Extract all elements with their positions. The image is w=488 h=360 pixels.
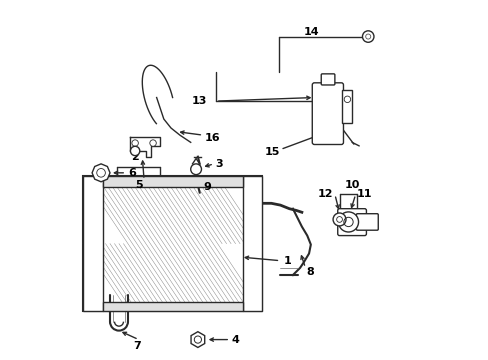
Text: 11: 11 <box>356 189 371 199</box>
Text: 7: 7 <box>133 341 141 351</box>
Text: 12: 12 <box>317 189 333 199</box>
Circle shape <box>149 140 156 146</box>
Text: 3: 3 <box>215 159 223 169</box>
Circle shape <box>338 212 358 232</box>
Text: 8: 8 <box>305 267 313 277</box>
Text: 14: 14 <box>304 27 319 37</box>
Bar <box>83 176 262 311</box>
Text: 2: 2 <box>131 152 139 162</box>
Text: 1: 1 <box>284 256 291 266</box>
Text: 6: 6 <box>128 168 136 178</box>
Circle shape <box>362 31 373 42</box>
Text: 15: 15 <box>264 147 279 157</box>
Bar <box>102 302 242 311</box>
Bar <box>342 90 352 123</box>
Circle shape <box>132 140 138 146</box>
Bar <box>242 176 262 311</box>
Circle shape <box>130 146 140 156</box>
Bar <box>102 176 242 187</box>
Circle shape <box>332 213 346 226</box>
Text: 13: 13 <box>191 96 206 106</box>
FancyBboxPatch shape <box>337 209 366 235</box>
Text: 10: 10 <box>344 180 360 190</box>
Text: 16: 16 <box>204 133 220 143</box>
Text: 9: 9 <box>203 182 211 192</box>
FancyBboxPatch shape <box>312 83 343 144</box>
Text: 5: 5 <box>135 180 142 190</box>
Circle shape <box>190 164 201 175</box>
Bar <box>83 176 102 311</box>
FancyBboxPatch shape <box>356 214 378 230</box>
FancyBboxPatch shape <box>321 74 334 85</box>
Text: 4: 4 <box>231 334 239 345</box>
